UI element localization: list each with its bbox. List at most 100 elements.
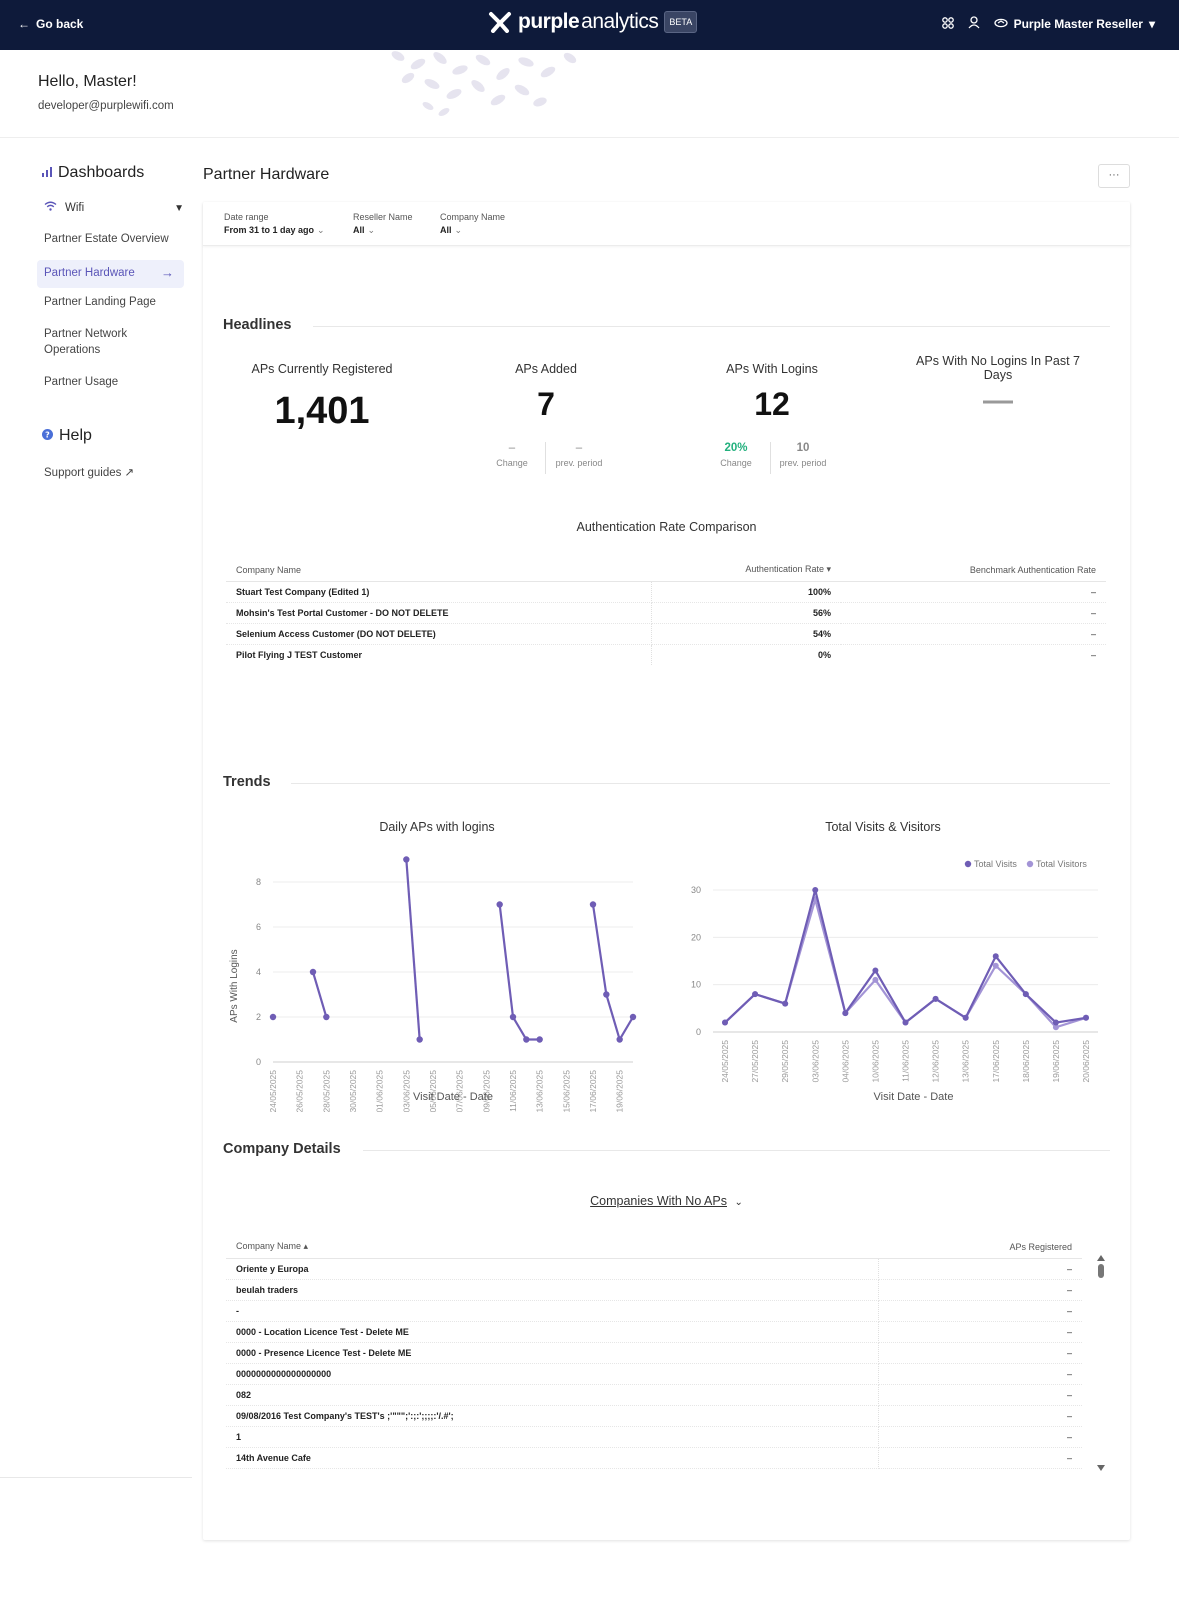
x-tick-label: 13/06/2025 — [535, 1070, 545, 1112]
data-point — [992, 953, 999, 960]
change-value: – — [508, 442, 516, 454]
chevron-down-icon: ⌄ — [454, 225, 463, 235]
benchmark-cell: – — [1090, 649, 1096, 660]
sidebar-item-partner-hardware[interactable]: Partner Hardware → — [37, 260, 184, 288]
x-axis-label: Visit Date - Date — [413, 1091, 493, 1103]
series-line — [591, 904, 634, 1043]
go-back-button[interactable]: ← Go back — [18, 17, 83, 31]
table-row: 14th Avenue Cafe – — [226, 1447, 1082, 1469]
table-row: - – — [226, 1300, 1082, 1322]
bar-chart-icon — [42, 164, 52, 182]
section-divider — [313, 326, 1110, 327]
prev-label: prev. period — [555, 458, 603, 468]
column-header-aps-registered[interactable]: APs Registered — [878, 1236, 1082, 1259]
account-name: Purple Master Reseller — [1013, 17, 1143, 31]
kpi-divider — [545, 442, 546, 474]
kpi-prev-period: – prev. period — [549, 442, 609, 468]
kpi-value: — — [983, 384, 1013, 417]
x-tick-label: 11/06/2025 — [901, 1040, 911, 1082]
kpi-change: 20% Change — [711, 442, 761, 468]
table-header-row: Company Name ▴ APs Registered — [226, 1236, 1082, 1259]
user-email: developer@purplewifi.com — [38, 100, 174, 112]
table-row: 082– — [226, 1384, 1082, 1406]
sidebar-item-partner-estate-overview[interactable]: Partner Estate Overview — [44, 233, 169, 245]
x-axis-label: Visit Date - Date — [874, 1091, 954, 1103]
table-scrollbar[interactable] — [1096, 1254, 1106, 1472]
x-tick-label: 15/06/2025 — [561, 1070, 571, 1112]
sidebar-item-partner-network-operations[interactable]: Partner Network Operations — [44, 326, 127, 358]
data-point — [309, 968, 317, 976]
section-divider — [291, 783, 1110, 784]
user-icon[interactable] — [968, 16, 980, 32]
auth-rate-cell: 100% — [651, 581, 841, 603]
filter-label: Company Name — [440, 212, 506, 222]
chevron-down-icon: ⌄ — [367, 225, 376, 235]
table-row: Selenium Access Customer (DO NOT DELETE)… — [226, 623, 1106, 645]
series-line — [498, 904, 540, 1041]
table-row: 0000 - Presence Licence Test - Delete ME… — [226, 1342, 1082, 1364]
companies-filter-dropdown[interactable]: Companies With No APs ⌄ — [203, 1194, 1130, 1208]
purple-analytics-logo[interactable]: purple analytics BETA — [488, 10, 698, 34]
kpi-prev-period: 10 prev. period — [773, 442, 833, 468]
x-tick-label: 03/06/2025 — [810, 1040, 820, 1083]
table-row: 1– — [226, 1426, 1082, 1448]
reseller-name-filter[interactable]: Reseller Name All ⌄ — [353, 212, 413, 236]
company-name-filter[interactable]: Company Name All ⌄ — [440, 212, 505, 236]
sidebar-item-partner-usage[interactable]: Partner Usage — [44, 376, 119, 388]
data-point — [589, 901, 597, 908]
headlines-heading: Headlines — [223, 317, 292, 333]
series-line — [724, 895, 1087, 1029]
chart-title-daily-aps: Daily APs with logins — [379, 820, 495, 834]
x-tick-label: 29/05/2025 — [780, 1040, 790, 1083]
aps-cell: – — [878, 1279, 1082, 1301]
apps-grid-icon[interactable] — [941, 16, 954, 32]
company-cell: - — [226, 1300, 879, 1322]
wifi-group-toggle[interactable]: Wifi ▼ — [44, 201, 184, 214]
x-tick-label: 12/06/2025 — [931, 1040, 941, 1083]
table-row: Pilot Flying J TEST Customer 0% – — [226, 644, 1106, 665]
column-header-auth-rate[interactable]: Authentication Rate ▾ — [651, 559, 841, 582]
x-tick-label: 10/06/2025 — [870, 1040, 880, 1083]
account-switcher[interactable]: Purple Master Reseller ▾ — [993, 17, 1155, 31]
y-tick-label: 10 — [691, 980, 701, 990]
visits-line-chart: 0 10 20 30 24/05/2025 27/05/2025 29/05/2025 03/… — [691, 859, 1098, 1103]
company-cell: 09/08/2016 Test Company's TEST's ;'""";'… — [226, 1405, 879, 1427]
column-header-company[interactable]: Company Name ▴ — [226, 1236, 878, 1259]
x-tick-label: 18/06/2025 — [1021, 1040, 1031, 1083]
company-cell: Stuart Test Company (Edited 1) — [226, 581, 652, 603]
filter-bar: Date range From 31 to 1 day ago ⌄ Reselle… — [203, 202, 1130, 246]
more-options-button[interactable]: ··· — [1098, 164, 1130, 188]
table-header-row: Company Name Authentication Rate ▾ Bench… — [226, 559, 1106, 582]
data-point — [416, 1036, 423, 1043]
column-header-company[interactable]: Company Name — [226, 559, 651, 582]
x-tick-label: 28/05/2025 — [321, 1070, 331, 1112]
prev-value: – — [575, 442, 583, 454]
help-label: Help — [59, 427, 92, 444]
x-tick-label: 19/06/2025 — [1051, 1040, 1061, 1083]
x-tick-label: 13/06/2025 — [961, 1040, 971, 1083]
sidebar-item-partner-landing-page[interactable]: Partner Landing Page — [44, 296, 156, 308]
y-tick-label: 6 — [256, 922, 261, 932]
brand-analytics-text: analytics — [581, 10, 659, 33]
column-header-benchmark[interactable]: Benchmark Authentication Rate — [841, 559, 1106, 582]
company-cell: 0000000000000000000 — [226, 1363, 879, 1385]
aps-cell: – — [878, 1300, 1082, 1322]
sidebar-item-label: Partner Hardware — [44, 267, 135, 279]
series-line — [724, 889, 1087, 1025]
support-guides-link[interactable]: Support guides ↗ — [44, 467, 135, 479]
x-tick-label: 27/05/2025 — [750, 1040, 760, 1083]
data-point — [509, 1013, 517, 1021]
data-point — [616, 1036, 623, 1043]
chart-title-visits: Total Visits & Visitors — [825, 820, 941, 834]
data-point — [403, 856, 410, 863]
data-point — [752, 991, 759, 998]
data-point — [872, 976, 879, 983]
filter-value: From 31 to 1 day ago — [224, 225, 315, 235]
y-tick-label: 20 — [691, 932, 701, 942]
series-line — [405, 859, 421, 1040]
data-point — [523, 1036, 530, 1043]
filter-value: All — [440, 225, 452, 235]
data-point — [1022, 991, 1029, 998]
company-cell: 082 — [226, 1384, 879, 1406]
date-range-filter[interactable]: Date range From 31 to 1 day ago ⌄ — [224, 212, 325, 236]
